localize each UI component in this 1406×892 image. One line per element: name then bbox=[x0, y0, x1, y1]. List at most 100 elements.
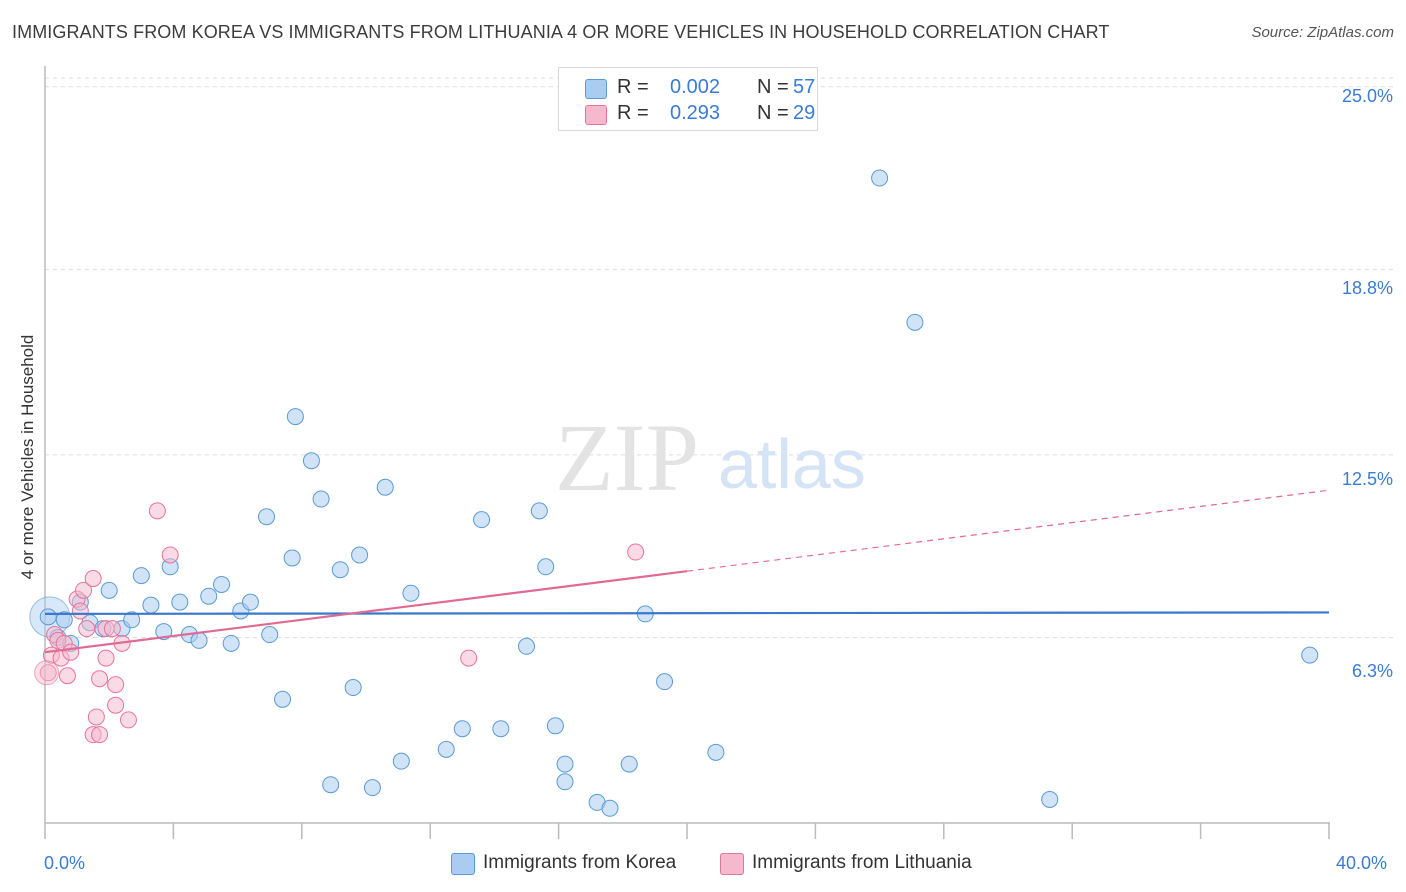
data-point-korea bbox=[241, 593, 259, 611]
watermark: ZIP atlas bbox=[555, 404, 866, 511]
legend-r-value: 0.002 bbox=[669, 76, 721, 98]
data-point-korea bbox=[656, 673, 674, 691]
data-point-korea bbox=[200, 587, 218, 605]
data-point-korea bbox=[213, 575, 231, 593]
data-point-korea bbox=[871, 169, 889, 187]
series-lithuania bbox=[34, 101, 645, 744]
data-point-korea bbox=[473, 511, 491, 529]
data-point-korea bbox=[530, 502, 548, 520]
data-point-lithuania bbox=[103, 620, 121, 638]
data-point-korea bbox=[351, 546, 369, 564]
x-tick-label-min: 0.0% bbox=[44, 853, 86, 873]
data-point-korea bbox=[132, 567, 150, 585]
data-point-korea bbox=[283, 549, 301, 567]
data-point-lithuania bbox=[97, 649, 115, 667]
data-point-korea bbox=[546, 717, 564, 735]
legend-swatch-lithuania bbox=[585, 105, 607, 125]
data-point-korea bbox=[222, 634, 240, 652]
data-point-korea bbox=[344, 679, 362, 697]
trend-line-lithuania-extension bbox=[686, 489, 1330, 572]
data-point-korea bbox=[123, 611, 141, 629]
data-point-lithuania-large bbox=[34, 660, 60, 686]
y-tick-label: 18.8% bbox=[1341, 278, 1393, 298]
data-point-lithuania bbox=[119, 711, 137, 729]
watermark-zip: ZIP bbox=[555, 404, 699, 511]
data-point-korea bbox=[261, 626, 279, 644]
data-point-lithuania bbox=[58, 667, 76, 685]
data-point-korea bbox=[312, 490, 330, 508]
y-tick-label: 6.3% bbox=[1351, 661, 1393, 681]
correlation-legend: R = 0.002 N = 57 R = 0.293 N = 29 bbox=[558, 67, 818, 131]
x-tick-label-max: 40.0% bbox=[1336, 853, 1388, 873]
watermark-atlas: atlas bbox=[718, 425, 866, 503]
data-point-lithuania bbox=[627, 543, 645, 561]
data-point-lithuania bbox=[62, 643, 80, 661]
legend-r-value: 0.293 bbox=[669, 102, 721, 124]
data-point-korea bbox=[906, 313, 924, 331]
legend-r-label: R = bbox=[617, 76, 649, 98]
data-point-korea bbox=[556, 755, 574, 773]
legend-label-korea: Immigrants from Korea bbox=[483, 852, 677, 873]
data-point-lithuania bbox=[71, 602, 89, 620]
data-point-korea bbox=[274, 690, 292, 708]
gridlines bbox=[45, 77, 1395, 638]
data-point-korea bbox=[437, 740, 455, 758]
data-point-korea bbox=[492, 720, 510, 738]
data-point-lithuania bbox=[39, 664, 57, 682]
data-point-korea bbox=[1041, 790, 1059, 808]
data-point-korea bbox=[322, 776, 340, 794]
legend-label-lithuania: Immigrants from Lithuania bbox=[752, 852, 972, 873]
data-point-korea bbox=[155, 623, 173, 641]
data-point-korea bbox=[620, 755, 638, 773]
legend-swatch-korea bbox=[585, 79, 607, 99]
data-point-korea bbox=[518, 637, 535, 655]
legend-n-label: N = bbox=[757, 102, 789, 124]
data-point-korea bbox=[302, 452, 320, 470]
axes bbox=[44, 66, 1330, 839]
data-point-korea bbox=[376, 478, 394, 496]
data-point-lithuania bbox=[87, 708, 105, 726]
trend-line-lithuania bbox=[44, 570, 688, 654]
data-point-korea bbox=[556, 773, 574, 791]
legend-n-label: N = bbox=[757, 76, 789, 98]
chart-title: IMMIGRANTS FROM KOREA VS IMMIGRANTS FROM… bbox=[12, 22, 1110, 42]
data-point-korea bbox=[363, 779, 381, 797]
data-point-lithuania bbox=[148, 502, 166, 520]
data-point-korea bbox=[331, 561, 349, 579]
data-point-korea bbox=[286, 408, 304, 426]
data-point-korea bbox=[392, 752, 410, 770]
data-point-lithuania bbox=[161, 546, 179, 564]
y-tick-label: 12.5% bbox=[1341, 469, 1393, 489]
trend-lines bbox=[44, 489, 1330, 654]
data-point-lithuania bbox=[107, 676, 125, 694]
legend-swatch-lithuania bbox=[720, 853, 744, 875]
legend-n-value: 29 bbox=[793, 102, 816, 124]
data-point-korea bbox=[142, 596, 160, 614]
data-point-korea bbox=[190, 631, 208, 649]
data-point-korea bbox=[171, 593, 189, 611]
data-point-korea bbox=[39, 608, 57, 626]
data-point-lithuania bbox=[75, 581, 93, 599]
y-tick-label: 25.0% bbox=[1341, 86, 1393, 106]
legend-r-label: R = bbox=[617, 102, 649, 124]
data-point-korea bbox=[1301, 646, 1319, 664]
data-point-korea bbox=[257, 508, 275, 526]
data-point-korea bbox=[55, 611, 73, 629]
series-legend: Immigrants from Korea Immigrants from Li… bbox=[0, 852, 1406, 878]
legend-swatch-korea bbox=[451, 853, 475, 875]
data-point-korea bbox=[537, 558, 555, 576]
data-point-korea bbox=[402, 584, 420, 602]
source-label: Source: ZipAtlas.com bbox=[1251, 24, 1394, 41]
data-point-korea bbox=[453, 720, 471, 738]
data-point-korea bbox=[707, 743, 725, 761]
trend-line-korea bbox=[44, 611, 1330, 615]
data-point-lithuania bbox=[91, 670, 109, 688]
data-point-lithuania bbox=[78, 620, 96, 638]
data-point-korea bbox=[100, 581, 118, 599]
data-point-lithuania bbox=[91, 726, 109, 744]
legend-n-value: 57 bbox=[793, 76, 816, 98]
data-point-lithuania bbox=[107, 696, 125, 714]
data-point-korea bbox=[601, 799, 619, 817]
data-point-lithuania bbox=[84, 570, 102, 588]
